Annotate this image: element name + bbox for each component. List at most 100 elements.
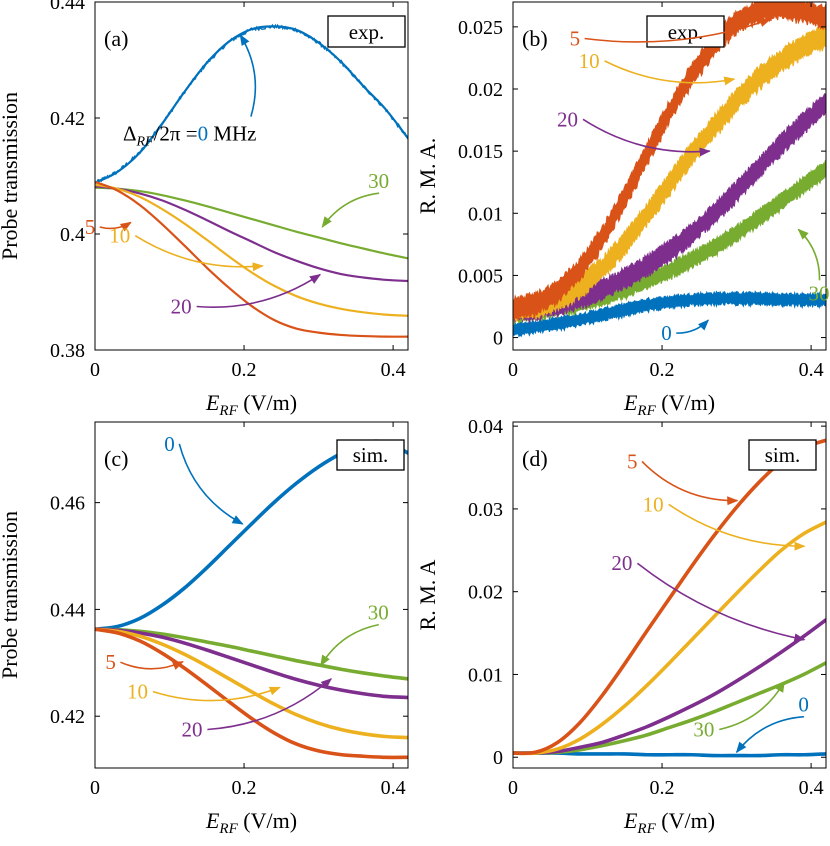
annotation-label-30: 30 [368,601,389,625]
x-tick-label: 0.4 [799,777,824,799]
annotation-arrow-0 [676,319,710,334]
x-axis-label: ERF (V/m) [205,808,297,837]
plot-area [513,438,826,758]
x-tick-label: 0 [508,777,518,799]
annotation-arrow-10 [668,503,806,551]
y-axis-label: R. M. A [415,559,440,630]
y-axis-label: Probe transmission [0,511,22,679]
annotation-label-5: 5 [105,650,116,674]
annotation-arrow-5 [641,460,739,506]
series-line-5 [513,438,826,756]
annotation-label-30: 30 [368,169,389,193]
annotation-label-20: 20 [611,551,632,575]
annotation-label-5: 5 [85,215,96,239]
x-axis-label-sub: RF [218,403,238,419]
plot-area [513,2,826,338]
annotation-label-20: 20 [181,717,202,741]
y-tick-label: 0.4 [60,224,85,246]
y-tick-label: 0.44 [50,599,85,621]
y-axis-label: R. M. A. [415,138,440,214]
x-axis-label-sub: RF [218,821,238,837]
annotation-delta-num: 0 [198,122,209,146]
annotation-arrow-20 [207,678,333,731]
y-tick-label: 0.42 [50,108,85,130]
annotation-delta-unit: MHz [208,122,256,146]
x-tick-label: 0 [90,777,100,799]
panel-tag: (c) [104,446,128,471]
annotation-label-0: ΔRF/2π =0 MHz [123,122,257,150]
plot-area [95,439,408,760]
series-band-10 [513,22,826,324]
annotation-arrow-30 [320,623,379,667]
axes-box [512,1,827,351]
y-tick-label: 0.01 [468,203,503,225]
panel-tag: (b) [522,26,548,51]
annotation-label-10: 10 [643,492,664,516]
series-line-5 [95,180,408,338]
annotation-label-10: 10 [127,680,148,704]
annotation-label-10: 10 [579,49,600,73]
badge-box [327,15,406,48]
x-axis-label-unit: (V/m) [238,808,297,833]
annotation-arrow-10 [134,235,264,272]
x-axis-label-var: E [205,808,220,833]
y-tick-label: 0.025 [458,17,503,39]
badge-label: sim. [765,443,801,467]
annotation-arrow-5 [99,221,132,232]
annotation-label-5: 5 [627,449,638,473]
series-line-10 [95,627,408,740]
badge-box [336,439,405,471]
x-tick-label: 0.4 [381,777,406,799]
y-tick-label: 0 [493,747,503,769]
y-tick-label: 0.46 [50,493,85,515]
badge-label: sim. [353,443,389,467]
series-line-30 [95,186,408,260]
badge-box [748,439,817,471]
axes-box [94,421,409,769]
annotation-arrow-10 [604,60,736,86]
series-jitter-0 [95,23,408,185]
panel-tag: (d) [522,446,548,471]
annotation-label-30: 30 [693,718,714,742]
series-line-10 [95,183,408,317]
x-axis-label-unit: (V/m) [656,390,715,415]
annotation-label-0: 0 [661,321,672,345]
x-axis-label: ERF (V/m) [205,390,297,419]
y-tick-label: 0.38 [50,340,85,362]
x-tick-label: 0.4 [381,359,406,381]
annotation-label-5: 5 [570,27,581,51]
series-line-10 [513,520,826,756]
y-tick-label: 0.44 [50,0,85,14]
annotation-arrow-0 [178,443,244,525]
annotation-arrow-30 [321,192,380,228]
annotation-delta: Δ [123,122,137,146]
x-tick-label: 0.4 [799,359,824,381]
axes-box [94,1,409,351]
series-line-20 [513,618,826,756]
x-tick-label: 0 [508,359,518,381]
panel-c: 0 0.2 0.4 0.42 0.44 0.46 ERF (V/m) Probe transm… [0,421,409,837]
series-line-0 [95,25,408,185]
annotation-arrow-20 [636,562,806,643]
annotation-arrow-30 [797,228,821,281]
y-tick-label: 0.04 [468,416,503,438]
annotation-arrow-10 [152,686,281,702]
x-axis-label: ERF (V/m) [623,808,715,837]
panel-b: 0 0.2 0.4 0 0.005 0.01 0.015 0.02 0.025 ERF (V/m)… [415,1,829,419]
panel-d: 0 0.2 0.4 0 0.01 0.02 0.03 0.04 ERF (V/m) R. M. A… [415,416,827,837]
annotation-label-0: 0 [798,693,809,717]
y-tick-label: 0.02 [468,79,503,101]
series-band-5 [513,2,826,321]
annotation-arrow-20 [582,118,711,157]
annotation-arrow-20 [196,273,322,308]
annotation-arrow-0 [735,715,804,754]
series-line-5 [95,627,408,760]
x-axis-label-unit: (V/m) [656,808,715,833]
annotation-arrow-5 [584,18,772,43]
badge-label: exp. [349,20,385,44]
x-axis-label: ERF (V/m) [623,390,715,419]
y-tick-label: 0.03 [468,499,503,521]
plot-area [95,23,408,338]
series-line-30 [95,627,408,681]
